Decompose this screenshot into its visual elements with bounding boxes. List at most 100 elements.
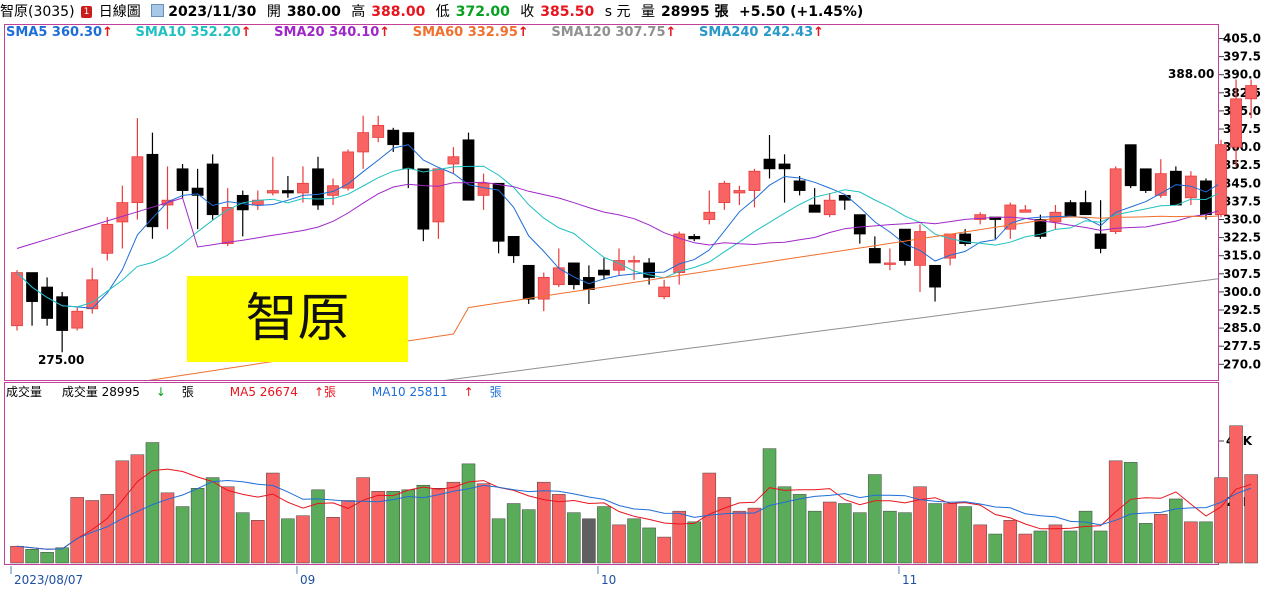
ma-legend: SMA5 360.30↑ SMA10 352.20↑ SMA20 340.10↑…	[6, 25, 842, 41]
candle-body	[1230, 98, 1242, 148]
volume-bar	[491, 518, 506, 564]
volume-bar	[1199, 521, 1213, 564]
price-tick-label: 307.5	[1223, 267, 1261, 281]
volume-bar	[205, 477, 220, 564]
volume-bar	[747, 507, 762, 564]
candle-body	[402, 132, 415, 170]
legend-sma60[interactable]: SMA60 332.95↑	[412, 25, 529, 40]
open-value: 380.00	[286, 4, 341, 20]
candle-body	[281, 190, 294, 194]
candle-body	[1034, 219, 1047, 237]
candle-body	[101, 223, 114, 254]
volume-bar	[1018, 533, 1033, 564]
legend-sma120[interactable]: SMA120 307.75↑	[551, 25, 677, 40]
stock-watermark: 智原	[187, 276, 408, 362]
candle-body	[643, 262, 655, 278]
volume-bar	[853, 512, 867, 564]
stock-name[interactable]: 智原(3035)	[0, 4, 75, 20]
volume-bar	[777, 486, 792, 564]
volume-bar	[386, 491, 400, 564]
candle-body	[567, 262, 580, 286]
candle-body	[1185, 175, 1197, 199]
volume-bar	[251, 520, 265, 564]
candle-body	[748, 170, 761, 191]
volume-bar	[1244, 474, 1258, 564]
candle-body	[146, 153, 159, 228]
volume-bar	[1093, 530, 1108, 564]
volume-bar	[627, 518, 641, 564]
candle-body	[703, 211, 716, 220]
price-tick-label: 277.5	[1223, 339, 1261, 353]
volume-bar	[190, 488, 205, 564]
volume-bar	[973, 524, 987, 564]
legend-sma5[interactable]: SMA5 360.30↑	[6, 25, 114, 40]
volume-bar	[326, 517, 340, 564]
volume-bar	[1048, 524, 1063, 564]
candle-body	[823, 199, 836, 216]
volume-legend: 成交量 成交量 28995 ↓ 張 MA5 26674 ↑張 MA10 25811 ↑ 張	[6, 384, 534, 400]
candle-body	[959, 233, 972, 245]
volume-bar	[988, 533, 1002, 564]
candle-body	[447, 156, 460, 165]
price-tick-label: 360.0	[1223, 140, 1261, 154]
volume-bar	[236, 512, 250, 564]
price-tick-label: 390.0	[1223, 68, 1261, 82]
candle-body	[838, 194, 851, 201]
close-label: 收	[520, 4, 535, 20]
candle-body	[191, 187, 204, 196]
volume-bar	[612, 524, 626, 564]
quote-header: 智原(3035) 1 日線圖 2023/11/30 開 380.00 高 388.00…	[0, 0, 1281, 24]
candle-body	[41, 286, 53, 319]
volume-bar	[1139, 523, 1153, 564]
calendar-icon[interactable]	[151, 4, 165, 17]
volume-bar	[521, 509, 536, 564]
low-value: 372.00	[455, 4, 510, 20]
close-value: 385.50	[540, 4, 595, 20]
candle-body	[718, 182, 731, 204]
sma10-line	[16, 165, 1218, 308]
volume-panel[interactable]	[4, 382, 1219, 565]
volume-bar	[537, 481, 551, 564]
legend-sma10[interactable]: SMA10 352.20↑	[135, 25, 252, 40]
volume-bar	[1154, 513, 1168, 564]
candle-body	[71, 310, 84, 329]
legend-sma240[interactable]: SMA240 242.43↑	[698, 25, 825, 40]
volume-bar	[928, 503, 942, 564]
candle-body	[477, 182, 490, 196]
volume-value: 28995 張	[660, 4, 729, 20]
volume-bar	[868, 474, 882, 564]
candle-body	[1154, 173, 1167, 196]
volume-bar	[416, 484, 431, 564]
legend-sma20[interactable]: SMA20 340.10↑	[274, 25, 391, 40]
volume-ma5[interactable]: MA5 26674 ↑張	[229, 385, 337, 399]
volume-bar	[401, 489, 416, 564]
candle-body	[417, 168, 430, 230]
volume-ma10[interactable]: MA10 25811 ↑ 張	[371, 385, 502, 399]
candle-body	[492, 182, 505, 242]
volume-bar	[476, 483, 491, 564]
candle-body	[116, 202, 129, 223]
candle-body	[537, 277, 550, 300]
volume-bar	[943, 503, 957, 564]
volume-bar	[266, 472, 280, 564]
volume-bar	[25, 549, 39, 564]
candle-body	[688, 235, 701, 240]
volume-bar	[371, 491, 385, 564]
volume-bar	[281, 518, 295, 564]
change-value: +5.50 (+1.45%)	[739, 4, 864, 20]
volume-current[interactable]: 成交量 28995 ↓ 張	[61, 385, 194, 399]
candle-body	[1094, 233, 1107, 249]
candle-body	[793, 180, 806, 191]
period-label[interactable]: 日線圖	[98, 4, 141, 20]
candle-body	[808, 204, 821, 213]
volume-bar	[913, 486, 927, 564]
volume-bar	[552, 494, 566, 564]
volume-bar	[1003, 520, 1018, 564]
unit-label: s 元	[604, 4, 631, 20]
price-tick-label: 352.5	[1223, 158, 1261, 172]
sma120-line	[444, 278, 1218, 380]
low-annotation: 275.00	[38, 353, 84, 367]
x-tick-label: 11	[902, 573, 917, 587]
candle-body	[206, 163, 219, 216]
